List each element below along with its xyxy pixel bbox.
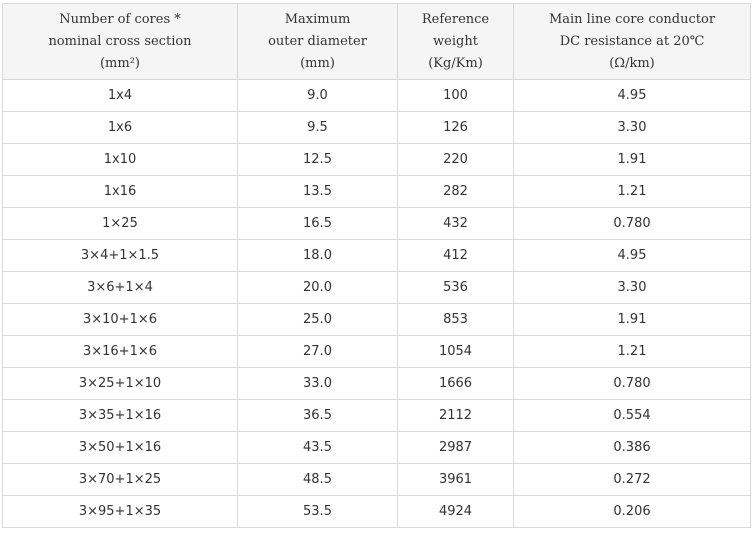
header-line: (Kg/Km) bbox=[428, 55, 483, 71]
cell-cores-cross-section: 1x6 bbox=[2, 111, 238, 144]
cell-reference-weight: 2987 bbox=[397, 431, 514, 464]
cell-cores-cross-section: 3×4+1×1.5 bbox=[2, 239, 238, 272]
cell-dc-resistance: 0.780 bbox=[513, 207, 751, 240]
cell-dc-resistance: 0.554 bbox=[513, 399, 751, 432]
cell-dc-resistance: 1.91 bbox=[513, 143, 751, 176]
header-row: Number of cores * nominal cross section … bbox=[2, 3, 751, 80]
header-line: nominal cross section bbox=[48, 33, 192, 49]
header-line: (mm) bbox=[300, 55, 335, 71]
cell-cores-cross-section: 3×35+1×16 bbox=[2, 399, 238, 432]
header-max-outer-diameter: Maximum outer diameter (mm) bbox=[237, 3, 398, 80]
cell-reference-weight: 100 bbox=[397, 79, 514, 112]
cell-dc-resistance: 4.95 bbox=[513, 239, 751, 272]
header-reference-weight: Reference weight (Kg/Km) bbox=[397, 3, 514, 80]
cell-reference-weight: 432 bbox=[397, 207, 514, 240]
cell-cores-cross-section: 3×50+1×16 bbox=[2, 431, 238, 464]
header-line: Reference bbox=[421, 11, 490, 27]
cell-max-outer-diameter: 36.5 bbox=[237, 399, 398, 432]
cell-reference-weight: 853 bbox=[397, 303, 514, 336]
cell-max-outer-diameter: 16.5 bbox=[237, 207, 398, 240]
cell-dc-resistance: 0.206 bbox=[513, 495, 751, 528]
header-line: DC resistance at 20℃ bbox=[559, 33, 705, 49]
cell-max-outer-diameter: 27.0 bbox=[237, 335, 398, 368]
cable-spec-table: Number of cores * nominal cross section … bbox=[2, 3, 751, 528]
cell-dc-resistance: 3.30 bbox=[513, 271, 751, 304]
table-row: 3×10+1×6 25.0 853 1.91 bbox=[2, 303, 751, 336]
cell-cores-cross-section: 1x16 bbox=[2, 175, 238, 208]
cell-reference-weight: 220 bbox=[397, 143, 514, 176]
cell-max-outer-diameter: 18.0 bbox=[237, 239, 398, 272]
cell-reference-weight: 536 bbox=[397, 271, 514, 304]
cell-max-outer-diameter: 48.5 bbox=[237, 463, 398, 496]
table-row: 1x4 9.0 100 4.95 bbox=[2, 79, 751, 112]
header-line: (Ω/km) bbox=[609, 55, 655, 71]
header-line: outer diameter bbox=[268, 33, 367, 49]
cell-max-outer-diameter: 20.0 bbox=[237, 271, 398, 304]
cell-cores-cross-section: 3×95+1×35 bbox=[2, 495, 238, 528]
table-row: 3×50+1×16 43.5 2987 0.386 bbox=[2, 431, 751, 464]
cell-dc-resistance: 0.780 bbox=[513, 367, 751, 400]
cell-reference-weight: 126 bbox=[397, 111, 514, 144]
cell-cores-cross-section: 3×16+1×6 bbox=[2, 335, 238, 368]
cell-max-outer-diameter: 53.5 bbox=[237, 495, 398, 528]
header-line: Main line core conductor bbox=[548, 11, 716, 27]
cell-max-outer-diameter: 9.0 bbox=[237, 79, 398, 112]
header-dc-resistance: Main line core conductor DC resistance a… bbox=[513, 3, 751, 80]
table-row: 1x10 12.5 220 1.91 bbox=[2, 143, 751, 176]
table-row: 1×25 16.5 432 0.780 bbox=[2, 207, 751, 240]
cell-reference-weight: 282 bbox=[397, 175, 514, 208]
header-line: (mm²) bbox=[99, 55, 140, 71]
header-cores-cross-section: Number of cores * nominal cross section … bbox=[2, 3, 238, 80]
cell-max-outer-diameter: 13.5 bbox=[237, 175, 398, 208]
header-line: Maximum bbox=[284, 11, 351, 27]
cell-reference-weight: 2112 bbox=[397, 399, 514, 432]
cell-reference-weight: 412 bbox=[397, 239, 514, 272]
cell-max-outer-diameter: 12.5 bbox=[237, 143, 398, 176]
cell-cores-cross-section: 3×70+1×25 bbox=[2, 463, 238, 496]
cell-dc-resistance: 0.272 bbox=[513, 463, 751, 496]
cell-reference-weight: 1054 bbox=[397, 335, 514, 368]
cell-cores-cross-section: 1x4 bbox=[2, 79, 238, 112]
table-row: 3×70+1×25 48.5 3961 0.272 bbox=[2, 463, 751, 496]
cell-dc-resistance: 0.386 bbox=[513, 431, 751, 464]
cell-cores-cross-section: 1x10 bbox=[2, 143, 238, 176]
cell-max-outer-diameter: 25.0 bbox=[237, 303, 398, 336]
table-body: 1x4 9.0 100 4.95 1x6 9.5 126 3.30 1x10 12.5 220 1.9… bbox=[2, 79, 751, 528]
header-line: weight bbox=[433, 33, 478, 49]
table-row: 1x6 9.5 126 3.30 bbox=[2, 111, 751, 144]
table-row: 3×25+1×10 33.0 1666 0.780 bbox=[2, 367, 751, 400]
header-line: Number of cores * bbox=[59, 11, 181, 27]
cell-max-outer-diameter: 33.0 bbox=[237, 367, 398, 400]
cell-cores-cross-section: 3×25+1×10 bbox=[2, 367, 238, 400]
cell-dc-resistance: 3.30 bbox=[513, 111, 751, 144]
cell-cores-cross-section: 1×25 bbox=[2, 207, 238, 240]
cell-reference-weight: 1666 bbox=[397, 367, 514, 400]
cell-cores-cross-section: 3×6+1×4 bbox=[2, 271, 238, 304]
table-row: 3×4+1×1.5 18.0 412 4.95 bbox=[2, 239, 751, 272]
cell-max-outer-diameter: 9.5 bbox=[237, 111, 398, 144]
cell-dc-resistance: 4.95 bbox=[513, 79, 751, 112]
cell-reference-weight: 4924 bbox=[397, 495, 514, 528]
table-row: 3×35+1×16 36.5 2112 0.554 bbox=[2, 399, 751, 432]
table-row: 3×95+1×35 53.5 4924 0.206 bbox=[2, 495, 751, 528]
cell-reference-weight: 3961 bbox=[397, 463, 514, 496]
cell-dc-resistance: 1.21 bbox=[513, 175, 751, 208]
table-row: 3×16+1×6 27.0 1054 1.21 bbox=[2, 335, 751, 368]
cell-dc-resistance: 1.91 bbox=[513, 303, 751, 336]
cell-max-outer-diameter: 43.5 bbox=[237, 431, 398, 464]
table-row: 1x16 13.5 282 1.21 bbox=[2, 175, 751, 208]
table-row: 3×6+1×4 20.0 536 3.30 bbox=[2, 271, 751, 304]
cell-dc-resistance: 1.21 bbox=[513, 335, 751, 368]
cell-cores-cross-section: 3×10+1×6 bbox=[2, 303, 238, 336]
table-header: Number of cores * nominal cross section … bbox=[2, 3, 751, 80]
